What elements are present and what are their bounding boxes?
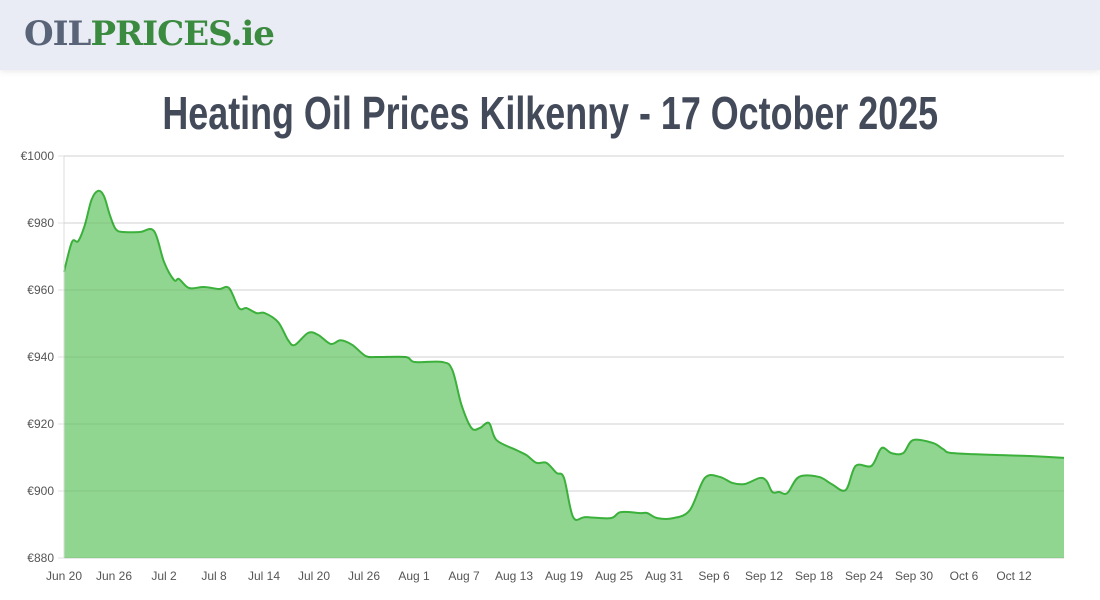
x-tick-label: Sep 18 <box>795 569 833 583</box>
y-tick-label: €980 <box>27 216 54 230</box>
y-tick-label: €960 <box>27 283 54 297</box>
logo-text-oil: OIL <box>24 14 91 54</box>
site-header: OILPRICES.ie <box>0 0 1100 70</box>
x-tick-label: Sep 24 <box>845 569 883 583</box>
page-title-text: Heating Oil Prices Kilkenny - 17 October… <box>162 87 938 139</box>
x-tick-label: Jul 26 <box>348 569 380 583</box>
x-tick-label: Aug 1 <box>398 569 430 583</box>
y-axis-ticks: €880 €900 €920 €940 €960 €980 €1000 <box>21 149 55 565</box>
x-tick-label: Aug 7 <box>448 569 480 583</box>
x-tick-label: Jul 20 <box>298 569 330 583</box>
y-tick-label: €1000 <box>21 149 55 163</box>
price-line <box>63 189 1065 521</box>
x-tick-label: Aug 31 <box>645 569 683 583</box>
x-tick-label: Oct 12 <box>996 569 1032 583</box>
x-tick-label: Oct 6 <box>950 569 979 583</box>
x-tick-label: Aug 25 <box>595 569 633 583</box>
logo-text-prices: PRICES.ie <box>90 14 274 54</box>
x-tick-label: Jul 2 <box>151 569 177 583</box>
y-tick-label: €940 <box>27 350 54 364</box>
x-tick-label: Sep 6 <box>698 569 730 583</box>
site-logo[interactable]: OILPRICES.ie <box>24 14 275 54</box>
x-tick-label: Jul 14 <box>248 569 280 583</box>
x-tick-label: Aug 19 <box>545 569 583 583</box>
y-tick-label: €900 <box>27 484 54 498</box>
x-tick-label: Jun 26 <box>96 569 132 583</box>
x-tick-label: Jun 20 <box>46 569 82 583</box>
x-axis-ticks: Jun 20 Jun 26 Jul 2 Jul 8 Jul 14 Jul 20 Jul 26… <box>46 569 1032 583</box>
y-tick-label: €880 <box>27 551 54 565</box>
x-tick-label: Jul 8 <box>201 569 227 583</box>
x-tick-label: Aug 13 <box>495 569 533 583</box>
x-tick-label: Sep 30 <box>895 569 933 583</box>
x-tick-label: Sep 12 <box>745 569 783 583</box>
y-tick-label: €920 <box>27 417 54 431</box>
page-title: Heating Oil Prices Kilkenny - 17 October… <box>0 86 1100 140</box>
price-area <box>64 190 1064 558</box>
